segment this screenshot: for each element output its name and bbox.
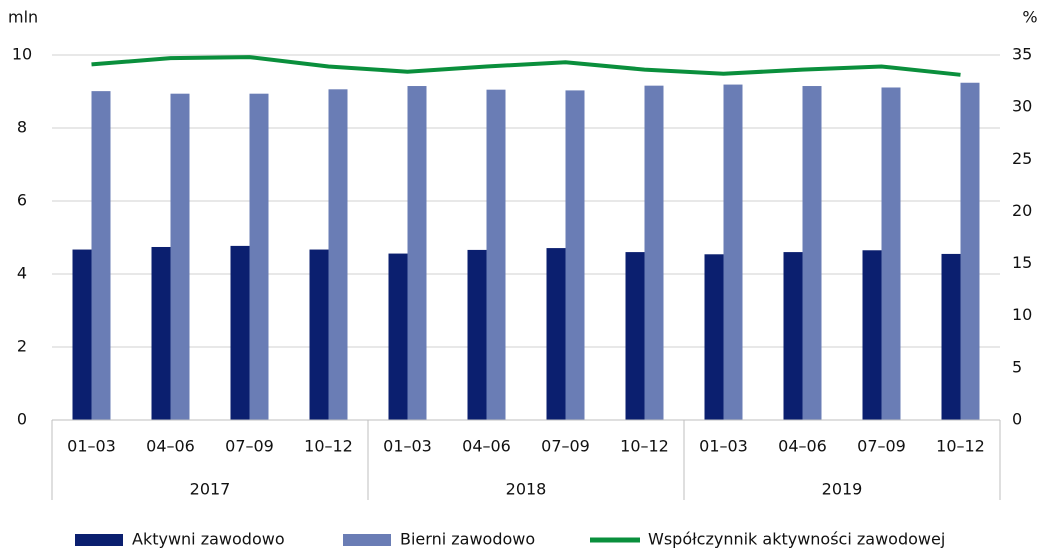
x-tick-label: 10–12: [620, 437, 669, 456]
y-tick-label: 2: [17, 337, 27, 356]
bar: [941, 253, 961, 420]
bar: [249, 93, 269, 420]
group-label: 2018: [506, 480, 547, 499]
y2-tick-label: 0: [1012, 410, 1022, 429]
bar: [72, 249, 92, 420]
y2-axis-label: %: [1022, 8, 1037, 27]
y2-tick-label: 10: [1012, 305, 1032, 324]
x-tick-label: 04–06: [462, 437, 511, 456]
bar: [704, 254, 724, 420]
bar: [467, 249, 487, 420]
x-tick-label: 04–06: [778, 437, 827, 456]
y2-tick-label: 25: [1012, 149, 1032, 168]
legend-label: Współczynnik aktywności zawodowej: [648, 530, 945, 549]
bar: [783, 252, 803, 420]
x-tick-label: 04–06: [146, 437, 195, 456]
y-tick-label: 0: [17, 410, 27, 429]
x-tick-label: 10–12: [304, 437, 353, 456]
bar: [960, 82, 980, 421]
bar: [862, 250, 882, 420]
bar: [91, 91, 111, 420]
bar: [230, 245, 250, 420]
line: [91, 55, 961, 77]
bar: [546, 248, 566, 420]
y2-tick-label: 35: [1012, 45, 1032, 64]
bar: [565, 90, 585, 420]
legend-label: Bierni zawodowo: [400, 530, 535, 549]
y2-tick-label: 15: [1012, 253, 1032, 272]
bar: [151, 246, 171, 420]
bar: [328, 89, 348, 420]
legend-swatch: [75, 534, 123, 546]
y-axis-label: mln: [8, 8, 38, 27]
bar: [802, 86, 822, 421]
y2-tick-label: 30: [1012, 97, 1032, 116]
y-tick-label: 10: [12, 45, 32, 64]
legend-swatch: [343, 534, 391, 546]
x-tick-label: 01–03: [699, 437, 748, 456]
y-tick-label: 6: [17, 191, 27, 210]
group-label: 2019: [822, 480, 863, 499]
y2-tick-label: 5: [1012, 357, 1022, 376]
bar: [625, 252, 645, 420]
x-tick-label: 07–09: [541, 437, 590, 456]
legend-label: Aktywni zawodowo: [132, 530, 285, 549]
x-tick-label: 07–09: [225, 437, 274, 456]
bar: [486, 89, 506, 421]
bar: [170, 93, 190, 420]
y-tick-label: 8: [17, 118, 27, 137]
bar: [881, 87, 901, 421]
bar: [309, 249, 329, 420]
x-tick-label: 01–03: [67, 437, 116, 456]
x-tick-label: 10–12: [936, 437, 985, 456]
x-tick-label: 07–09: [857, 437, 906, 456]
group-label: 2017: [190, 480, 231, 499]
y2-tick-label: 20: [1012, 201, 1032, 220]
bar: [407, 86, 427, 421]
y-tick-label: 4: [17, 264, 27, 283]
bar: [644, 85, 664, 420]
x-tick-label: 01–03: [383, 437, 432, 456]
bar: [388, 253, 408, 420]
bar: [723, 84, 743, 420]
